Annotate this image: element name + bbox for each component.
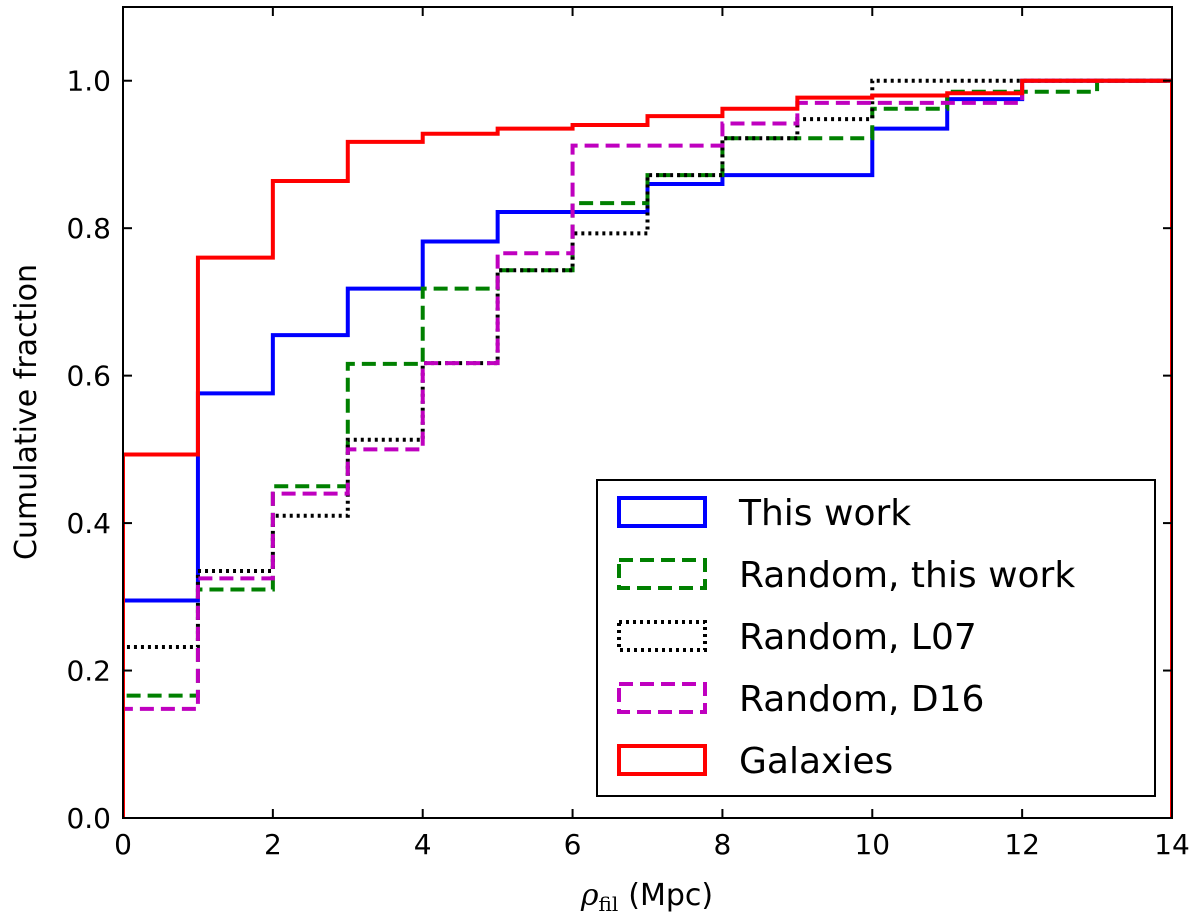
legend-label-random-d16: Random, D16 (739, 679, 984, 720)
y-tick-label: 0.6 (66, 360, 111, 393)
series-line-random-l07 (123, 78, 1172, 818)
legend-swatch-random-this-work (617, 558, 707, 590)
legend-label-random-this-work: Random, this work (739, 555, 1075, 596)
y-tick-label: 0.8 (66, 212, 111, 245)
series-layer (123, 78, 1172, 818)
legend-swatch-random-d16 (617, 682, 707, 714)
legend-swatch-random-l07 (617, 620, 707, 652)
x-axis-label-unit: (Mpc) (628, 878, 713, 913)
y-axis-label: Cumulative fraction (9, 264, 44, 560)
legend-label-this-work: This work (738, 493, 911, 534)
x-tick-label: 0 (114, 828, 132, 861)
x-tick-label: 8 (714, 828, 732, 861)
x-tick-label: 4 (414, 828, 432, 861)
x-tick-label: 6 (564, 828, 582, 861)
x-tick-label: 10 (854, 828, 890, 861)
series-line-galaxies (123, 78, 1172, 818)
series-line-this-work (123, 78, 1172, 818)
x-axis-label-subscript: fil (599, 892, 619, 916)
legend-label-random-l07: Random, L07 (739, 617, 977, 658)
y-tick-label: 0.4 (66, 507, 111, 540)
y-tick-label: 0.2 (66, 655, 111, 688)
x-tick-label: 14 (1154, 828, 1190, 861)
legend-box (596, 479, 1156, 797)
legend-label-galaxies: Galaxies (739, 741, 893, 782)
series-line-random-d16 (123, 78, 1172, 818)
y-tick-label: 1.0 (66, 65, 111, 98)
x-axis-label: ρfil (Mpc) (580, 878, 713, 916)
y-tick-label: 0.0 (66, 802, 111, 835)
legend-swatch-this-work (617, 496, 707, 528)
ticks-layer: 0 2 4 6 8 10 12 14 0.0 0.2 0.4 0.6 0.8 1.0 (66, 7, 1190, 861)
legend: This work Random, this work Random, L07 Ran… (596, 479, 1156, 797)
x-tick-label: 12 (1004, 828, 1040, 861)
legend-swatch-galaxies (617, 744, 707, 776)
x-axis-label-symbol: ρ (580, 878, 599, 913)
labels-layer: Cumulative fraction ρfil (Mpc) (9, 264, 713, 916)
x-tick-label: 2 (264, 828, 282, 861)
plot-frame (122, 6, 1173, 819)
